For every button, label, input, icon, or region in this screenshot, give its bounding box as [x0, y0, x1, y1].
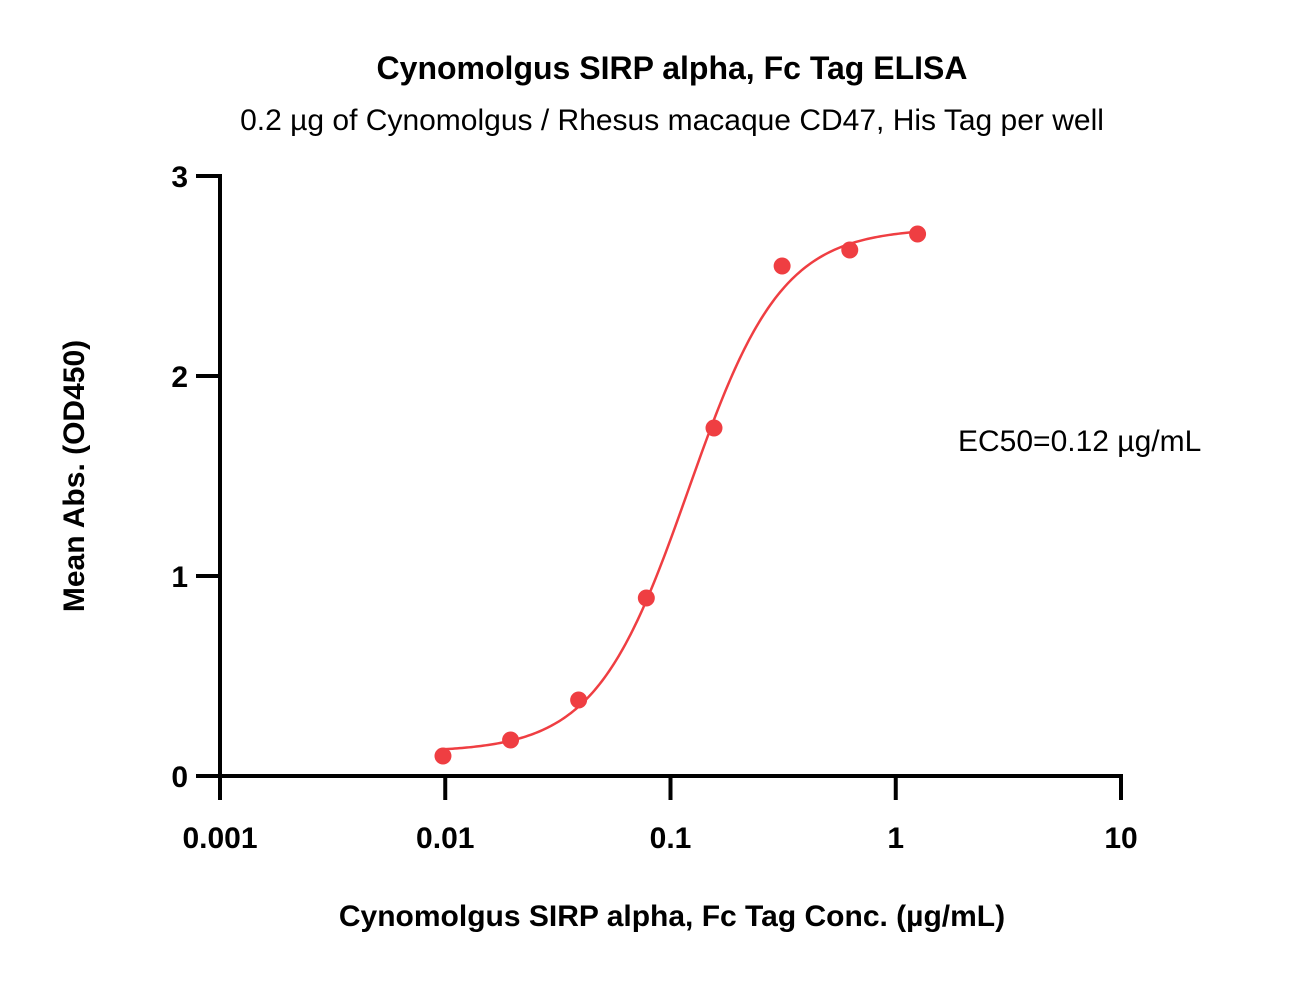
y-tick-label: 0 — [171, 761, 188, 794]
data-point — [502, 731, 520, 749]
data-point — [841, 241, 859, 259]
data-point — [705, 419, 723, 437]
y-tick-label: 3 — [171, 161, 188, 194]
x-tick-label: 0.001 — [182, 822, 257, 855]
data-point — [773, 257, 791, 275]
ec50-annotation: EC50=0.12 µg/mL — [958, 425, 1201, 458]
y-tick-label: 1 — [171, 561, 188, 594]
data-point — [637, 589, 655, 607]
x-tick-label: 0.1 — [650, 822, 692, 855]
x-tick-label: 0.01 — [416, 822, 474, 855]
x-tick-label: 1 — [887, 822, 904, 855]
data-points — [434, 225, 927, 765]
y-tick-label: 2 — [171, 361, 188, 394]
fit-curve — [442, 230, 918, 751]
axes — [218, 174, 1123, 778]
data-point — [434, 747, 452, 765]
data-point — [570, 691, 588, 709]
chart-title: Cynomolgus SIRP alpha, Fc Tag ELISA — [377, 50, 968, 86]
data-point — [909, 225, 927, 243]
y-axis-ticks: 0 1 2 3 — [171, 161, 220, 794]
y-axis-label: Mean Abs. (OD450) — [58, 340, 91, 612]
x-axis-label: Cynomolgus SIRP alpha, Fc Tag Conc. (µg/… — [339, 900, 1005, 933]
x-axis-ticks: 0.001 0.01 0.1 1 10 — [182, 776, 1138, 855]
x-tick-label: 10 — [1104, 822, 1137, 855]
chart-subtitle: 0.2 µg of Cynomolgus / Rhesus macaque CD… — [240, 104, 1104, 137]
